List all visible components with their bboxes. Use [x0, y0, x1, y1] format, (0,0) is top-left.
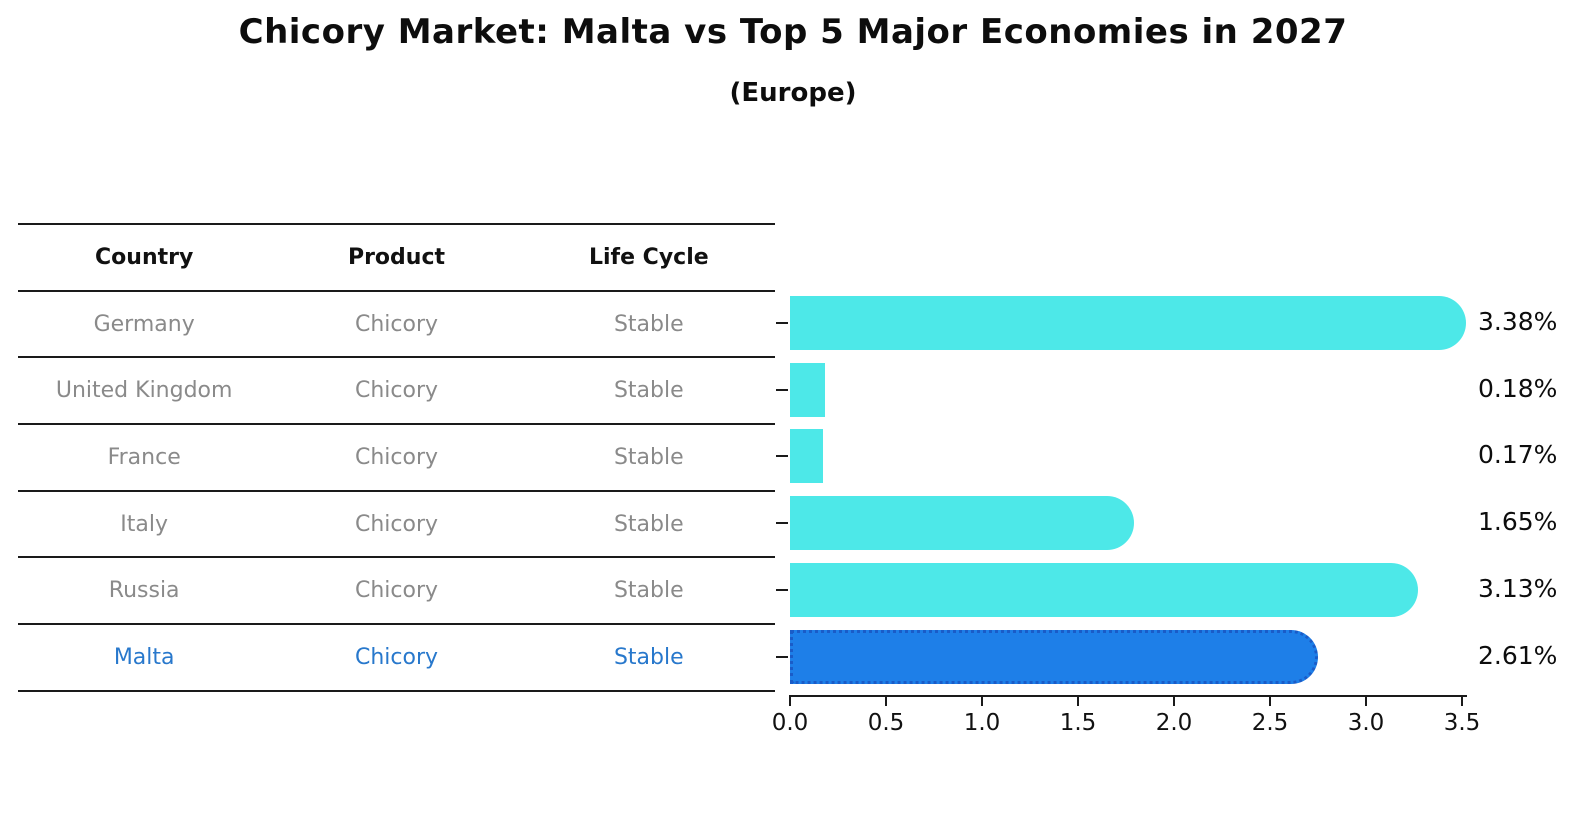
product-cell: Chicory — [354, 644, 439, 670]
bar-germany — [790, 296, 1466, 351]
x-axis-tick — [1173, 697, 1175, 706]
product-cell: Chicory — [354, 444, 439, 470]
bar-malta — [790, 629, 1319, 684]
y-axis-tick — [776, 322, 788, 325]
y-axis-tick — [776, 655, 788, 658]
country-cell: Germany — [93, 311, 195, 337]
country-cell: Malta — [113, 644, 175, 670]
life-cycle-cell: Stable — [613, 644, 684, 670]
value-label: 3.13% — [1478, 573, 1558, 603]
life-cycle-cell: Stable — [613, 578, 684, 604]
table-row: Germany Chicory Stable — [18, 292, 775, 359]
country-cell: United Kingdom — [55, 378, 233, 404]
column-header: Life Cycle — [588, 244, 709, 270]
table-row: United Kingdom Chicory Stable — [18, 358, 775, 426]
y-axis-tick — [776, 388, 788, 391]
value-label: 0.17% — [1478, 440, 1558, 470]
y-axis-tick — [776, 455, 788, 458]
bar-italy — [790, 496, 1134, 551]
x-axis-tick — [1365, 697, 1367, 706]
y-axis-tick — [776, 522, 788, 525]
x-axis-tick-label: 1.0 — [963, 710, 1001, 736]
table-row: Malta Chicory Stable — [18, 625, 775, 692]
x-axis-tick-label: 1.5 — [1059, 710, 1097, 736]
table-row: Italy Chicory Stable — [18, 492, 775, 559]
life-cycle-cell: Stable — [613, 511, 684, 537]
table-row: France Chicory Stable — [18, 425, 775, 492]
product-cell: Chicory — [354, 578, 439, 604]
page-title: Chicory Market: Malta vs Top 5 Major Eco… — [238, 12, 1348, 52]
x-axis-tick-label: 2.0 — [1155, 710, 1193, 736]
x-axis-tick — [789, 697, 791, 706]
x-axis-tick-label: 0.0 — [771, 710, 809, 736]
country-cell: France — [107, 444, 181, 470]
country-cell: Russia — [108, 578, 180, 604]
page-subtitle: (Europe) — [729, 78, 857, 108]
column-header: Product — [347, 244, 446, 270]
country-cell: Italy — [120, 511, 169, 537]
value-label: 2.61% — [1478, 640, 1558, 670]
x-axis-tick-label: 2.5 — [1251, 710, 1289, 736]
x-axis-tick — [1269, 697, 1271, 706]
column-header: Country — [95, 244, 194, 270]
life-cycle-cell: Stable — [613, 378, 684, 404]
value-label: 1.65% — [1478, 507, 1558, 537]
table-row: Russia Chicory Stable — [18, 558, 775, 626]
life-cycle-cell: Stable — [613, 444, 684, 470]
y-axis-tick — [776, 588, 788, 591]
x-axis-line — [789, 695, 1467, 697]
x-axis-tick-label: 0.5 — [867, 710, 905, 736]
bar-russia — [790, 562, 1418, 617]
bar-france — [790, 429, 823, 484]
x-axis-tick-label: 3.0 — [1347, 710, 1385, 736]
product-cell: Chicory — [354, 511, 439, 537]
life-cycle-cell: Stable — [613, 311, 684, 337]
value-label: 0.18% — [1478, 373, 1558, 403]
country-table: Country Product Life Cycle Germany Chicory St… — [18, 223, 775, 692]
value-label: 3.38% — [1478, 307, 1558, 337]
table-header-row: Country Product Life Cycle — [18, 225, 775, 292]
x-axis-tick — [1077, 697, 1079, 706]
x-axis-tick — [1461, 697, 1463, 706]
bar-united-kingdom — [790, 362, 825, 417]
x-axis-tick — [981, 697, 983, 706]
x-axis-tick — [885, 697, 887, 706]
x-axis-tick-label: 3.5 — [1443, 710, 1481, 736]
product-cell: Chicory — [354, 311, 439, 337]
product-cell: Chicory — [354, 378, 439, 404]
